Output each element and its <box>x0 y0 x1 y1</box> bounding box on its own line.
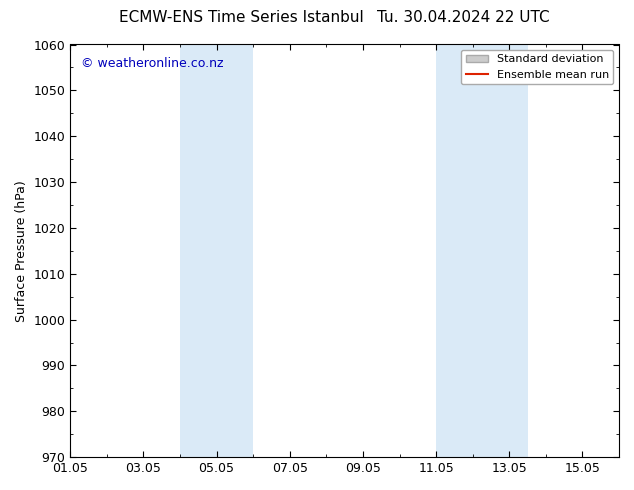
Text: © weatheronline.co.nz: © weatheronline.co.nz <box>81 57 224 70</box>
Bar <box>180 45 253 457</box>
Bar <box>436 45 527 457</box>
Text: ECMW-ENS Time Series Istanbul: ECMW-ENS Time Series Istanbul <box>119 10 363 25</box>
Text: Tu. 30.04.2024 22 UTC: Tu. 30.04.2024 22 UTC <box>377 10 549 25</box>
Legend: Standard deviation, Ensemble mean run: Standard deviation, Ensemble mean run <box>461 50 614 84</box>
Y-axis label: Surface Pressure (hPa): Surface Pressure (hPa) <box>15 180 28 322</box>
